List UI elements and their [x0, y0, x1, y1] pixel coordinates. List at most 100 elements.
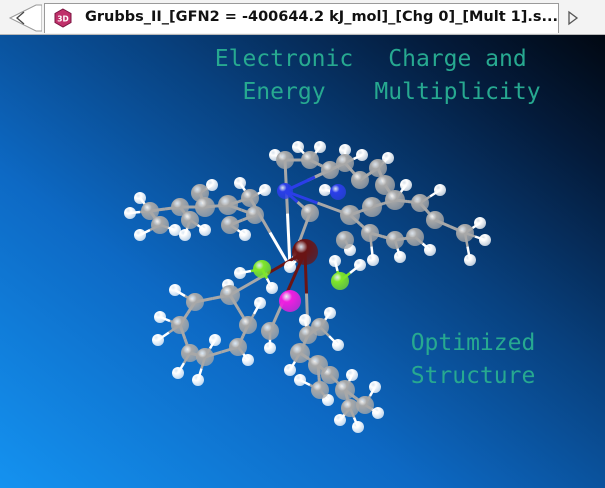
atom-h[interactable] — [332, 339, 344, 351]
atom-h[interactable] — [169, 284, 181, 296]
atom-h[interactable] — [209, 334, 221, 346]
atom-h[interactable] — [339, 144, 351, 156]
atom-h[interactable] — [352, 421, 364, 433]
atom-c[interactable] — [336, 154, 354, 172]
atom-c[interactable] — [406, 228, 424, 246]
atom-h[interactable] — [234, 267, 246, 279]
atom-c[interactable] — [311, 318, 329, 336]
atom-h[interactable] — [154, 311, 166, 323]
atom-c[interactable] — [301, 151, 319, 169]
atom-h[interactable] — [314, 141, 326, 153]
atom-c[interactable] — [341, 399, 359, 417]
atom-h[interactable] — [319, 184, 331, 196]
atom-h[interactable] — [299, 314, 311, 326]
atom-h[interactable] — [354, 259, 366, 271]
atom-h[interactable] — [400, 179, 412, 191]
tab-scroll-right-icon[interactable] — [562, 7, 584, 29]
atom-ru[interactable] — [292, 239, 318, 265]
atom-n[interactable] — [277, 183, 293, 199]
atom-h[interactable] — [346, 369, 358, 381]
molecule-model[interactable] — [0, 35, 605, 488]
atom-c[interactable] — [356, 396, 374, 414]
atom-h[interactable] — [324, 307, 336, 319]
atom-h[interactable] — [134, 192, 146, 204]
atom-h[interactable] — [242, 354, 254, 366]
atom-c[interactable] — [308, 355, 328, 375]
atom-h[interactable] — [134, 229, 146, 241]
atom-c[interactable] — [361, 224, 379, 242]
atom-h[interactable] — [356, 149, 368, 161]
atom-c[interactable] — [221, 216, 239, 234]
atom-h[interactable] — [169, 224, 181, 236]
atom-h[interactable] — [334, 414, 346, 426]
atom-c[interactable] — [171, 198, 189, 216]
atom-h[interactable] — [424, 244, 436, 256]
atom-c[interactable] — [229, 338, 247, 356]
atom-c[interactable] — [340, 205, 360, 225]
atom-c[interactable] — [246, 206, 264, 224]
atom-c[interactable] — [385, 190, 405, 210]
atom-h[interactable] — [369, 381, 381, 393]
atom-h[interactable] — [254, 297, 266, 309]
atom-h[interactable] — [329, 255, 341, 267]
atom-h[interactable] — [394, 251, 406, 263]
atom-c[interactable] — [411, 194, 429, 212]
atom-c[interactable] — [218, 195, 238, 215]
atom-h[interactable] — [192, 374, 204, 386]
atom-c[interactable] — [351, 171, 369, 189]
atom-c[interactable] — [181, 211, 199, 229]
atom-h[interactable] — [199, 224, 211, 236]
atom-h[interactable] — [372, 407, 384, 419]
atom-h[interactable] — [292, 141, 304, 153]
atom-c[interactable] — [335, 380, 355, 400]
atom-h[interactable] — [474, 217, 486, 229]
atom-h[interactable] — [172, 367, 184, 379]
atom-h[interactable] — [284, 261, 296, 273]
atom-h[interactable] — [179, 229, 191, 241]
atom-h[interactable] — [284, 364, 296, 376]
atom-c[interactable] — [151, 216, 169, 234]
atom-c[interactable] — [362, 197, 382, 217]
atom-h[interactable] — [264, 342, 276, 354]
atom-c[interactable] — [141, 202, 159, 220]
atom-c[interactable] — [375, 175, 395, 195]
atom-c[interactable] — [301, 204, 319, 222]
atom-h[interactable] — [266, 282, 278, 294]
atom-c[interactable] — [456, 224, 474, 242]
atom-c[interactable] — [195, 197, 215, 217]
document-tab[interactable]: 3D Grubbs_II_[GFN2 = -400644.2 kJ_mol]_[… — [44, 3, 559, 33]
atom-cl[interactable] — [253, 260, 271, 278]
atom-h[interactable] — [124, 207, 136, 219]
atom-c[interactable] — [171, 316, 189, 334]
atom-c[interactable] — [261, 322, 279, 340]
atom-c[interactable] — [196, 348, 214, 366]
3d-molecule-viewport[interactable]: Electronic Energy Charge and Multiplicit… — [0, 35, 605, 488]
atom-c[interactable] — [181, 344, 199, 362]
atom-h[interactable] — [367, 254, 379, 266]
atom-c[interactable] — [186, 293, 204, 311]
atom-h[interactable] — [294, 374, 306, 386]
atom-c[interactable] — [386, 231, 404, 249]
atom-h[interactable] — [152, 334, 164, 346]
tab-scroll-left-icon[interactable] — [2, 3, 42, 33]
atom-c[interactable] — [321, 161, 339, 179]
atom-h[interactable] — [479, 234, 491, 246]
atom-h[interactable] — [259, 184, 271, 196]
atom-h[interactable] — [382, 152, 394, 164]
atom-n[interactable] — [330, 184, 346, 200]
atom-h[interactable] — [239, 229, 251, 241]
atom-p[interactable] — [279, 290, 301, 312]
atom-c[interactable] — [369, 159, 387, 177]
atom-c[interactable] — [239, 316, 257, 334]
atom-c[interactable] — [336, 231, 354, 249]
atom-h[interactable] — [464, 254, 476, 266]
atom-h[interactable] — [234, 177, 246, 189]
atom-c[interactable] — [276, 151, 294, 169]
atom-h[interactable] — [434, 184, 446, 196]
atom-c[interactable] — [220, 285, 240, 305]
atom-cl[interactable] — [331, 272, 349, 290]
atom-c[interactable] — [311, 381, 329, 399]
atom-c[interactable] — [241, 189, 259, 207]
atom-c[interactable] — [426, 211, 444, 229]
atom-c[interactable] — [290, 343, 310, 363]
